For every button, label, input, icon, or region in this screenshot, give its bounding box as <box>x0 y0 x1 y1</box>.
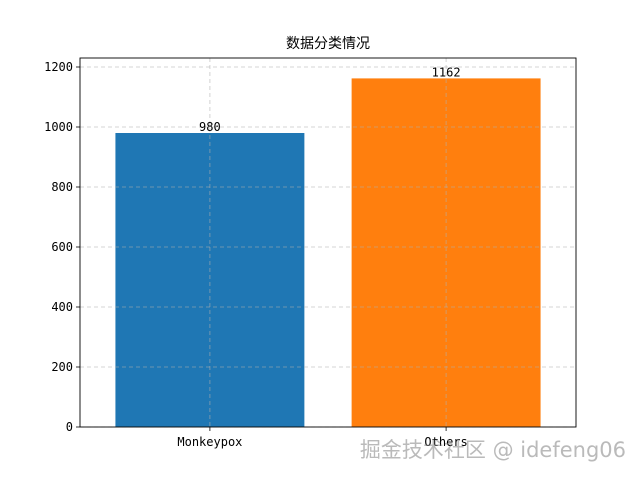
data-label: 1162 <box>432 65 461 79</box>
bar-layer <box>115 78 541 428</box>
x-tick-label: Monkeypox <box>177 435 242 449</box>
plot-frame <box>79 57 577 428</box>
bar-monkeypox <box>115 133 305 427</box>
y-tick-label: 0 <box>66 420 73 434</box>
y-tick-label: 1200 <box>44 60 73 74</box>
y-tick-label: 800 <box>51 180 73 194</box>
data-label: 980 <box>199 120 221 134</box>
chart-title: 数据分类情况 <box>286 36 370 52</box>
y-tick-label: 200 <box>51 360 73 374</box>
y-tick-label: 1000 <box>44 120 73 134</box>
axes-layer: 0 200 400 600 800 1000 1200 Monkeypox 980 Others 1… <box>44 57 577 449</box>
y-tick-label: 400 <box>51 300 73 314</box>
x-tick-label: Others <box>424 435 467 449</box>
y-tick-label: 600 <box>51 240 73 254</box>
